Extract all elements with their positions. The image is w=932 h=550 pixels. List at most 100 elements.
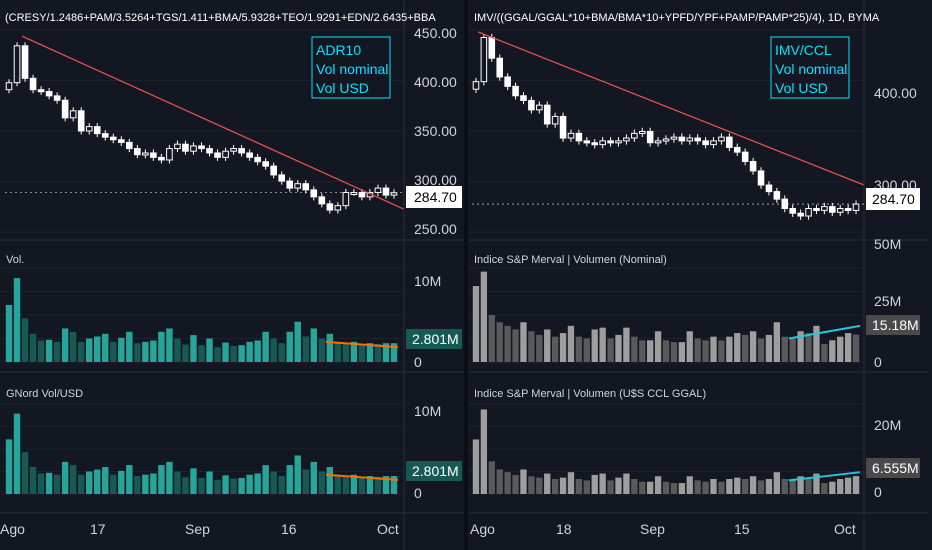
left-price-tick: 400.00 — [414, 74, 457, 90]
left-volume-title: Vol. — [6, 254, 24, 266]
volume-bar — [230, 478, 237, 494]
candle-body — [520, 95, 527, 101]
right-date-tick: 15 — [734, 521, 750, 537]
candle-body — [836, 208, 844, 213]
volume-bar — [278, 476, 285, 494]
candle-body — [591, 142, 599, 146]
volume-bar — [198, 345, 205, 362]
volume-bar — [718, 340, 725, 362]
volume-bar — [254, 473, 261, 494]
volume-bar — [757, 338, 765, 362]
candle-body — [741, 151, 749, 163]
volume-bar — [61, 461, 69, 494]
left-price-tick: 450.00 — [414, 25, 457, 41]
volume-bar — [631, 336, 638, 362]
right-usd-volume-tick: 20M — [874, 417, 901, 433]
volume-bar — [102, 333, 109, 362]
volume-bar — [829, 340, 836, 362]
volume-bar — [544, 473, 551, 494]
right-usd-volume-tick: 0 — [874, 484, 882, 500]
right-legend-item: Vol nominal — [775, 61, 847, 77]
volume-bar — [583, 338, 590, 362]
volume-bar — [150, 473, 157, 494]
panel-divider — [464, 0, 468, 550]
candle-body — [528, 99, 535, 111]
left-price-label-box — [406, 186, 462, 208]
volume-bar — [21, 318, 29, 362]
volume-bar — [805, 333, 812, 362]
candle-body — [358, 191, 366, 198]
volume-bar — [286, 465, 293, 494]
candle-body — [575, 132, 583, 142]
right-price-label-box — [866, 188, 920, 210]
volume-bar — [646, 481, 654, 494]
left-usd-volume-tick: 0 — [414, 485, 422, 501]
volume-bar — [686, 331, 693, 362]
volume-bar — [662, 481, 670, 494]
volume-bar — [53, 341, 61, 362]
candle-body — [718, 136, 725, 142]
volume-bar — [757, 480, 765, 494]
left-price-tick: 250.00 — [414, 221, 457, 237]
volume-bar — [781, 336, 788, 362]
volume-bar — [37, 473, 45, 494]
volume-bar — [246, 474, 253, 494]
volume-bar — [765, 334, 773, 362]
volume-bar — [623, 473, 630, 494]
volume-bar — [69, 465, 77, 494]
volume-bar — [142, 474, 149, 494]
volume-bar — [551, 479, 559, 494]
candle-body — [222, 150, 229, 158]
volume-bar — [77, 341, 85, 362]
volume-bar — [118, 470, 125, 494]
volume-bar — [512, 474, 519, 494]
candle-body — [749, 161, 757, 172]
volume-trend-line — [788, 324, 861, 340]
candle-body — [93, 126, 101, 135]
volume-bar — [190, 335, 197, 362]
left-legend-item: Vol USD — [316, 80, 369, 96]
candle-body — [37, 89, 45, 93]
candle-body — [710, 140, 717, 146]
volume-bar — [544, 329, 551, 362]
candle-body — [599, 140, 606, 146]
candle-body — [85, 126, 93, 132]
candle-body — [214, 152, 221, 158]
candle-body — [342, 191, 350, 207]
volume-bar — [480, 409, 488, 494]
left-legend-item: Vol nominal — [316, 61, 388, 77]
volume-bar — [110, 341, 117, 362]
candle-body — [496, 57, 503, 78]
volume-bar — [654, 331, 662, 362]
volume-bar — [358, 477, 366, 494]
volume-bar — [270, 471, 277, 494]
left-usd-volume-tick: 10M — [414, 403, 441, 419]
volume-bar — [350, 474, 358, 494]
volume-bar — [366, 343, 374, 362]
volume-bar — [496, 469, 503, 494]
candle-body — [45, 90, 53, 97]
candle-body — [844, 208, 852, 212]
volume-bar — [615, 334, 622, 362]
volume-bar — [773, 322, 781, 362]
volume-bar — [262, 465, 269, 494]
candle-body — [77, 110, 85, 132]
volume-bar — [749, 476, 757, 494]
right-legend-box — [770, 36, 850, 99]
left-price-tick: 350.00 — [414, 123, 457, 139]
volume-bar — [504, 472, 511, 494]
candle-body — [789, 208, 796, 214]
left-usd-volume-title: GNord Vol/USD — [6, 388, 83, 400]
candle-body — [615, 140, 622, 144]
volume-bar — [551, 336, 559, 362]
volume-bar — [134, 476, 141, 494]
volume-bar — [528, 476, 535, 494]
volume-bar — [567, 472, 575, 494]
volume-bar — [174, 471, 181, 494]
volume-bar — [654, 476, 662, 494]
candle-body — [254, 156, 261, 163]
volume-bar — [670, 342, 678, 362]
volume-bar — [254, 340, 261, 362]
candle-body — [246, 152, 253, 158]
volume-bar — [21, 452, 29, 494]
